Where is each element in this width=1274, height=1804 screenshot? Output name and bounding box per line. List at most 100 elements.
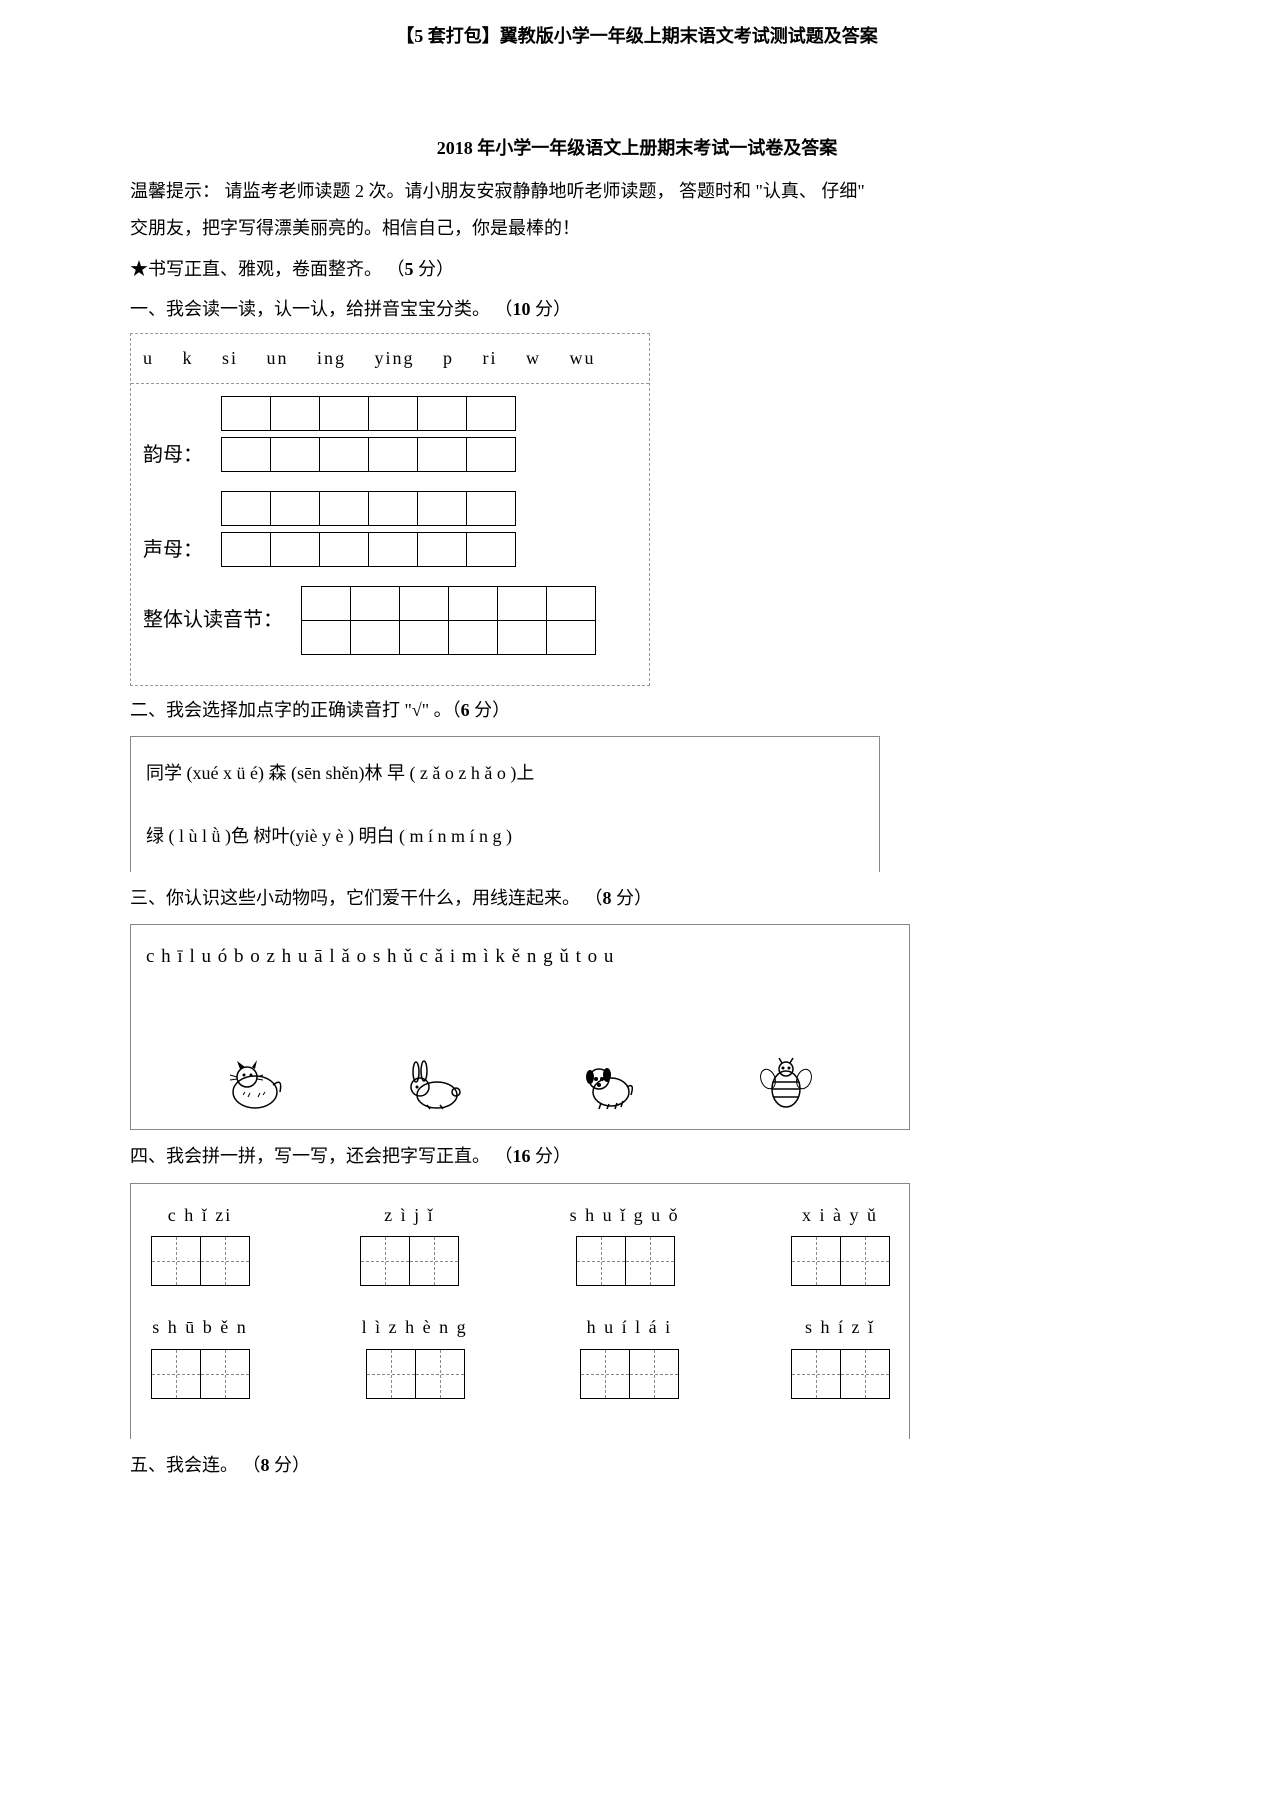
q2-box: 同学 (xué x ü é) 森 (sēn shěn)林 早 ( z ǎ o z… <box>130 736 880 872</box>
q3-pinyin-line: c h ī l u ó b o z h u ā l ǎ o s h ǔ c ǎ … <box>146 940 894 974</box>
q4-item: s h ū b ě n <box>151 1311 249 1398</box>
answer-box[interactable] <box>417 491 467 526</box>
q4-item: c h ǐ zi <box>151 1199 249 1286</box>
answer-box[interactable] <box>221 532 271 567</box>
yunmu-label: 韵母： <box>143 437 213 473</box>
answer-box[interactable] <box>319 396 369 431</box>
q4-points: 16 <box>513 1146 531 1166</box>
answer-box[interactable] <box>466 491 516 526</box>
tianzige[interactable] <box>580 1349 678 1399</box>
q4-pinyin: h u í l á i <box>587 1311 673 1343</box>
answer-box[interactable] <box>221 491 271 526</box>
q3-box: c h ī l u ó b o z h u ā l ǎ o s h ǔ c ǎ … <box>130 924 910 1130</box>
answer-box[interactable] <box>368 491 418 526</box>
answer-box[interactable] <box>546 620 596 655</box>
q1-prefix: 一、我会读一读，认一认，给拼音宝宝分类。 （ <box>130 299 513 319</box>
answer-box[interactable] <box>301 586 351 621</box>
tianzige[interactable] <box>791 1349 889 1399</box>
answer-box[interactable] <box>319 491 369 526</box>
answer-box[interactable] <box>368 532 418 567</box>
shengmu-label: 声母： <box>143 532 213 568</box>
q3-prefix: 三、你认识这些小动物吗，它们爱干什么，用线连起来。 （ <box>130 888 603 908</box>
answer-box[interactable] <box>417 532 467 567</box>
answer-box[interactable] <box>368 437 418 472</box>
q4-item: z ì j ǐ <box>360 1199 458 1286</box>
answer-box[interactable] <box>399 620 449 655</box>
zhengti-row: 整体认读音节： <box>143 586 637 655</box>
instruction-line-1: 温馨提示： 请监考老师读题 2 次。请小朋友安寂静静地听老师读题， 答题时和 "… <box>130 175 1144 207</box>
answer-box[interactable] <box>399 586 449 621</box>
pinyin-item: ying <box>375 342 415 374</box>
star-suffix: 分） <box>414 259 455 279</box>
q3-suffix: 分） <box>612 888 653 908</box>
answer-box[interactable] <box>270 532 320 567</box>
q4-pinyin: s h í z ǐ <box>805 1311 875 1343</box>
answer-box[interactable] <box>221 396 271 431</box>
answer-box[interactable] <box>270 491 320 526</box>
q4-item: l ì z h è n g <box>362 1311 468 1398</box>
rabbit-icon <box>397 1054 467 1114</box>
pinyin-item: wu <box>570 342 596 374</box>
answer-box[interactable] <box>546 586 596 621</box>
answer-box[interactable] <box>368 396 418 431</box>
answer-box[interactable] <box>270 437 320 472</box>
answer-box[interactable] <box>448 586 498 621</box>
q1-heading: 一、我会读一读，认一认，给拼音宝宝分类。 （10 分） <box>130 293 1144 325</box>
q3-points: 8 <box>603 888 612 908</box>
tianzige[interactable] <box>791 1236 889 1286</box>
answer-box[interactable] <box>350 586 400 621</box>
answer-box[interactable] <box>301 620 351 655</box>
main-title: 2018 年小学一年级语文上册期末考试一试卷及答案 <box>130 132 1144 164</box>
pinyin-item: w <box>526 342 541 374</box>
q2-points: 6 <box>461 700 470 720</box>
q4-pinyin: c h ǐ zi <box>168 1199 232 1231</box>
shengmu-row-top <box>143 491 637 526</box>
instruction-line-2: 交朋友，把字写得漂美丽亮的。相信自己，你是最棒的！ <box>130 212 1144 244</box>
page-header: 【5 套打包】翼教版小学一年级上期末语文考试测试题及答案 <box>130 20 1144 52</box>
pinyin-item: p <box>443 342 454 374</box>
q4-pinyin: s h u ǐ g u ǒ <box>570 1199 680 1231</box>
tianzige[interactable] <box>576 1236 674 1286</box>
dog-icon <box>574 1054 644 1114</box>
q1-pinyin-box: u k si un ing ying p ri w wu 韵母： <box>130 333 650 685</box>
answer-box[interactable] <box>417 437 467 472</box>
answer-box[interactable] <box>466 532 516 567</box>
answer-box[interactable] <box>417 396 467 431</box>
answer-box[interactable] <box>270 396 320 431</box>
pinyin-item: k <box>183 342 194 374</box>
pinyin-item: u <box>143 342 154 374</box>
answer-box[interactable] <box>319 437 369 472</box>
q4-prefix: 四、我会拼一拼，写一写，还会把字写正直。 （ <box>130 1146 513 1166</box>
q5-suffix: 分） <box>270 1455 311 1475</box>
q4-pinyin: s h ū b ě n <box>152 1311 248 1343</box>
q2-prefix: 二、我会选择加点字的正确读音打 "√" 。（ <box>130 700 461 720</box>
answer-box[interactable] <box>466 437 516 472</box>
star-points: 5 <box>405 259 414 279</box>
answer-box[interactable] <box>497 620 547 655</box>
bee-icon <box>751 1054 821 1114</box>
pinyin-item: si <box>222 342 238 374</box>
answer-box[interactable] <box>350 620 400 655</box>
answer-box[interactable] <box>466 396 516 431</box>
q4-item: h u í l á i <box>580 1311 678 1398</box>
tianzige[interactable] <box>151 1349 249 1399</box>
q4-pinyin: l ì z h è n g <box>362 1311 468 1343</box>
answer-box[interactable] <box>448 620 498 655</box>
pinyin-item: ing <box>317 342 346 374</box>
q1-points: 10 <box>513 299 531 319</box>
tianzige[interactable] <box>360 1236 458 1286</box>
answer-box[interactable] <box>221 437 271 472</box>
q5-points: 8 <box>261 1455 270 1475</box>
q4-pinyin: x i à y ǔ <box>802 1199 878 1231</box>
q1-pinyin-list: u k si un ing ying p ri w wu <box>131 334 649 383</box>
q5-prefix: 五、我会连。 （ <box>130 1455 261 1475</box>
q1-suffix: 分） <box>531 299 572 319</box>
answer-box[interactable] <box>319 532 369 567</box>
answer-box[interactable] <box>497 586 547 621</box>
pinyin-item: ri <box>483 342 498 374</box>
star-line: ★书写正直、雅观，卷面整齐。 （5 分） <box>130 253 1144 285</box>
q4-row-1: c h ǐ zi z ì j ǐ s h u ǐ g u ǒ x i à y ǔ <box>151 1199 889 1286</box>
q4-suffix: 分） <box>531 1146 572 1166</box>
tianzige[interactable] <box>151 1236 249 1286</box>
tianzige[interactable] <box>366 1349 464 1399</box>
